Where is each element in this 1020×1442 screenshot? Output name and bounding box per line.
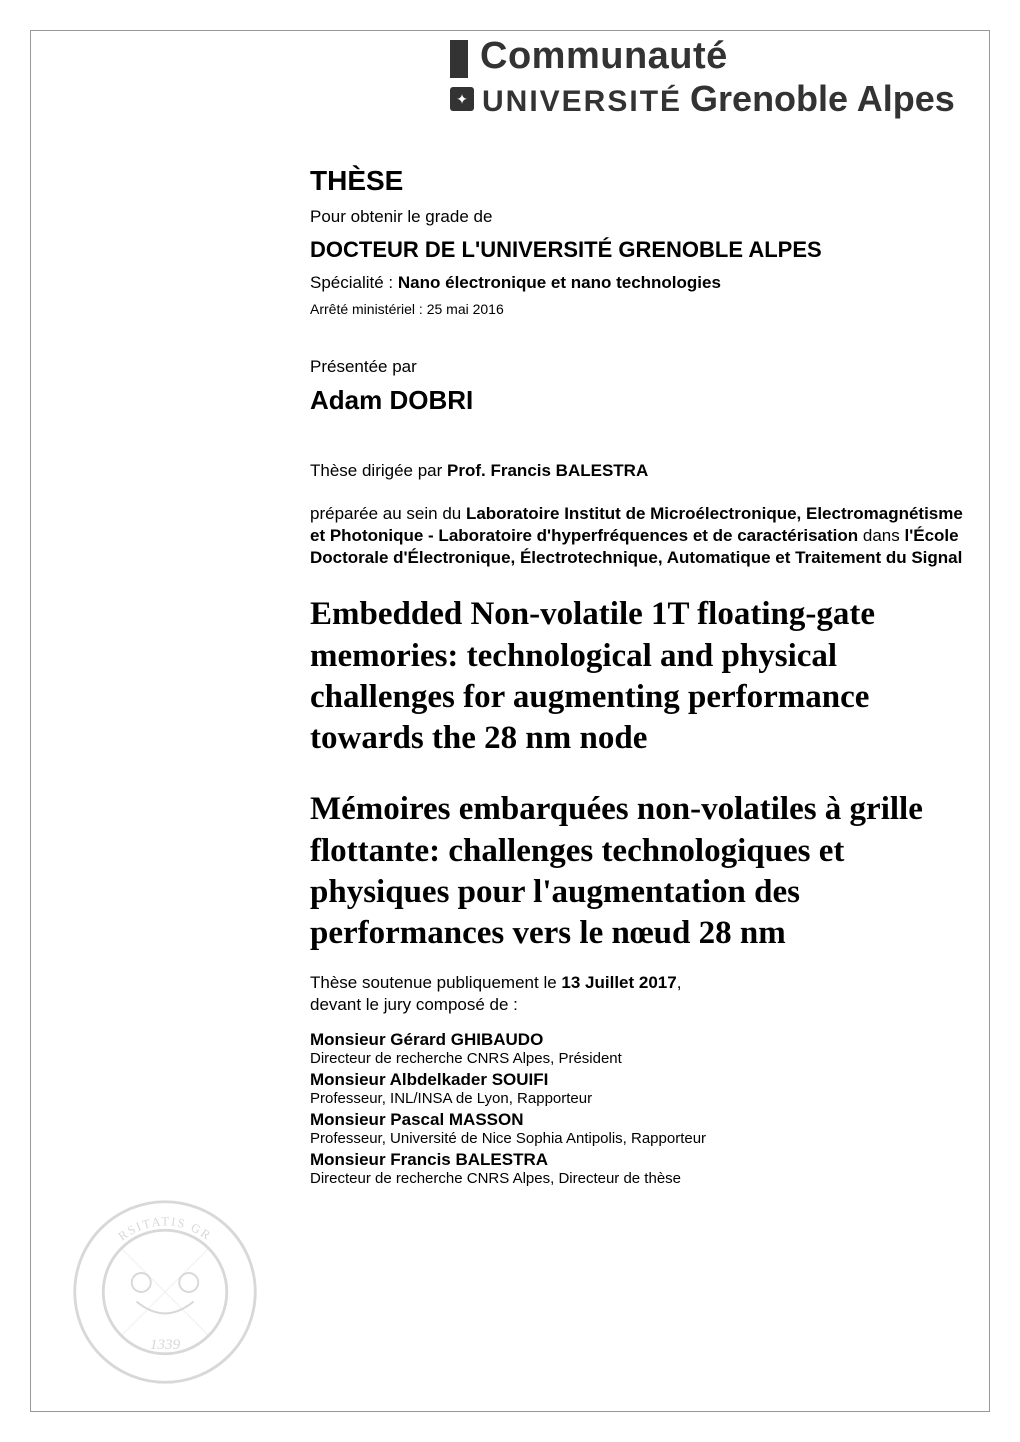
preparee-prefix: préparée au sein du [310, 504, 466, 523]
jury-member: Monsieur Gérard GHIBAUDO Directeur de re… [310, 1030, 975, 1067]
logo-badge-icon: ✦ [450, 87, 474, 111]
these-heading: THÈSE [310, 165, 975, 197]
jury-name: Monsieur Francis BALESTRA [310, 1150, 975, 1170]
arrete-text: Arrêté ministériel : 25 mai 2016 [310, 301, 975, 317]
jury-role: Directeur de recherche CNRS Alpes, Prési… [310, 1050, 975, 1067]
supervisor-name: Prof. Francis BALESTRA [447, 461, 648, 480]
logo-mark-icon [450, 40, 468, 78]
pour-obtenir-label: Pour obtenir le grade de [310, 207, 975, 227]
university-seal-icon: RSITATIS GR 1339 [70, 1197, 260, 1387]
jury-member: Monsieur Francis BALESTRA Directeur de r… [310, 1150, 975, 1187]
preparee-block: préparée au sein du Laboratoire Institut… [310, 503, 975, 569]
logo-line-2: ✦ UNIVERSITÉ Grenoble Alpes [450, 78, 985, 120]
thesis-title-french: Mémoires embarquées non-volatiles à gril… [310, 789, 975, 954]
defense-date: 13 Juillet 2017 [561, 973, 676, 992]
soutenue-prefix: Thèse soutenue publiquement le [310, 973, 561, 992]
main-content: THÈSE Pour obtenir le grade de DOCTEUR D… [310, 165, 975, 1190]
jury-name: Monsieur Gérard GHIBAUDO [310, 1030, 975, 1050]
defense-suffix: , [677, 973, 682, 992]
specialite-label: Spécialité : [310, 273, 398, 292]
presentee-label: Présentée par [310, 357, 975, 377]
specialite-line: Spécialité : Nano électronique et nano t… [310, 273, 975, 293]
jury-role: Professeur, Université de Nice Sophia An… [310, 1130, 975, 1147]
svg-text:1339: 1339 [150, 1336, 181, 1353]
jury-member: Monsieur Albdelkader SOUIFI Professeur, … [310, 1070, 975, 1107]
university-logo: Communauté ✦ UNIVERSITÉ Grenoble Alpes [450, 35, 985, 120]
dirigee-line: Thèse dirigée par Prof. Francis BALESTRA [310, 461, 975, 481]
logo-universite: UNIVERSITÉ [482, 85, 682, 119]
thesis-title-english: Embedded Non-volatile 1T floating-gate m… [310, 594, 975, 759]
jury-intro: devant le jury composé de : [310, 995, 518, 1014]
jury-name: Monsieur Pascal MASSON [310, 1110, 975, 1130]
specialite-value: Nano électronique et nano technologies [398, 273, 721, 292]
logo-communaute: Communauté [480, 35, 728, 78]
jury-member: Monsieur Pascal MASSON Professeur, Unive… [310, 1110, 975, 1147]
docteur-heading: DOCTEUR DE L'UNIVERSITÉ GRENOBLE ALPES [310, 237, 975, 263]
defense-info: Thèse soutenue publiquement le 13 Juille… [310, 972, 975, 1016]
jury-role: Directeur de recherche CNRS Alpes, Direc… [310, 1170, 975, 1187]
jury-list: Monsieur Gérard GHIBAUDO Directeur de re… [310, 1030, 975, 1187]
logo-grenoble: Grenoble Alpes [690, 78, 955, 120]
jury-role: Professeur, INL/INSA de Lyon, Rapporteur [310, 1090, 975, 1107]
dans-text: dans [858, 526, 904, 545]
dirigee-prefix: Thèse dirigée par [310, 461, 447, 480]
logo-line-1: Communauté [450, 35, 985, 78]
author-name: Adam DOBRI [310, 385, 975, 416]
jury-name: Monsieur Albdelkader SOUIFI [310, 1070, 975, 1090]
